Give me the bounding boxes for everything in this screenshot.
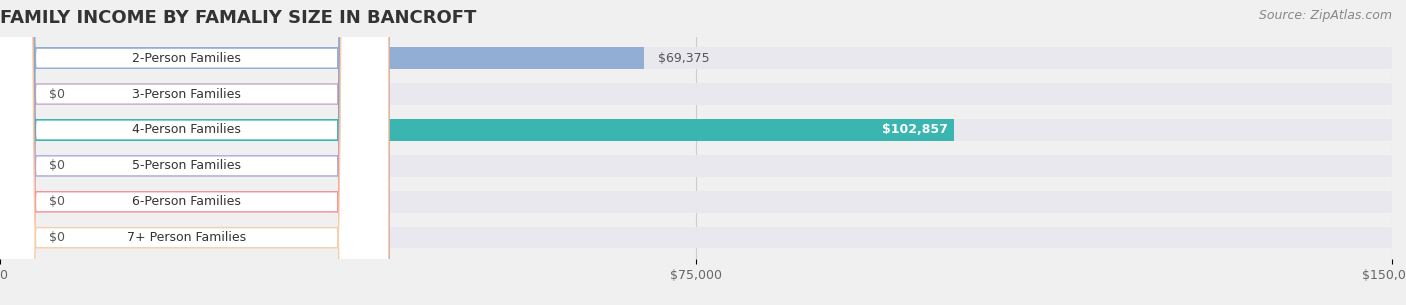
Bar <box>0 83 1392 105</box>
Bar <box>0 119 955 141</box>
Bar <box>0 83 35 105</box>
Bar <box>0 227 1392 249</box>
FancyBboxPatch shape <box>0 0 388 305</box>
Text: 3-Person Families: 3-Person Families <box>132 88 242 101</box>
FancyBboxPatch shape <box>0 0 388 305</box>
Bar <box>0 47 644 69</box>
Bar <box>0 155 35 177</box>
Bar <box>0 191 35 213</box>
Text: $0: $0 <box>49 195 65 208</box>
FancyBboxPatch shape <box>0 0 388 305</box>
Text: 4-Person Families: 4-Person Families <box>132 124 242 136</box>
Text: $0: $0 <box>49 160 65 172</box>
Text: 6-Person Families: 6-Person Families <box>132 195 242 208</box>
Text: FAMILY INCOME BY FAMALIY SIZE IN BANCROFT: FAMILY INCOME BY FAMALIY SIZE IN BANCROF… <box>0 9 477 27</box>
Bar <box>0 191 1392 213</box>
Bar <box>0 119 1392 141</box>
Bar <box>0 227 35 249</box>
Text: 5-Person Families: 5-Person Families <box>132 160 242 172</box>
Bar <box>0 47 1392 69</box>
Text: Source: ZipAtlas.com: Source: ZipAtlas.com <box>1258 9 1392 22</box>
Text: 2-Person Families: 2-Person Families <box>132 52 242 65</box>
FancyBboxPatch shape <box>0 0 388 305</box>
Bar <box>0 155 1392 177</box>
Text: 7+ Person Families: 7+ Person Families <box>127 231 246 244</box>
Text: $69,375: $69,375 <box>658 52 709 65</box>
FancyBboxPatch shape <box>0 0 388 305</box>
Text: $0: $0 <box>49 231 65 244</box>
Text: $0: $0 <box>49 88 65 101</box>
Text: $102,857: $102,857 <box>882 124 948 136</box>
FancyBboxPatch shape <box>0 0 388 305</box>
